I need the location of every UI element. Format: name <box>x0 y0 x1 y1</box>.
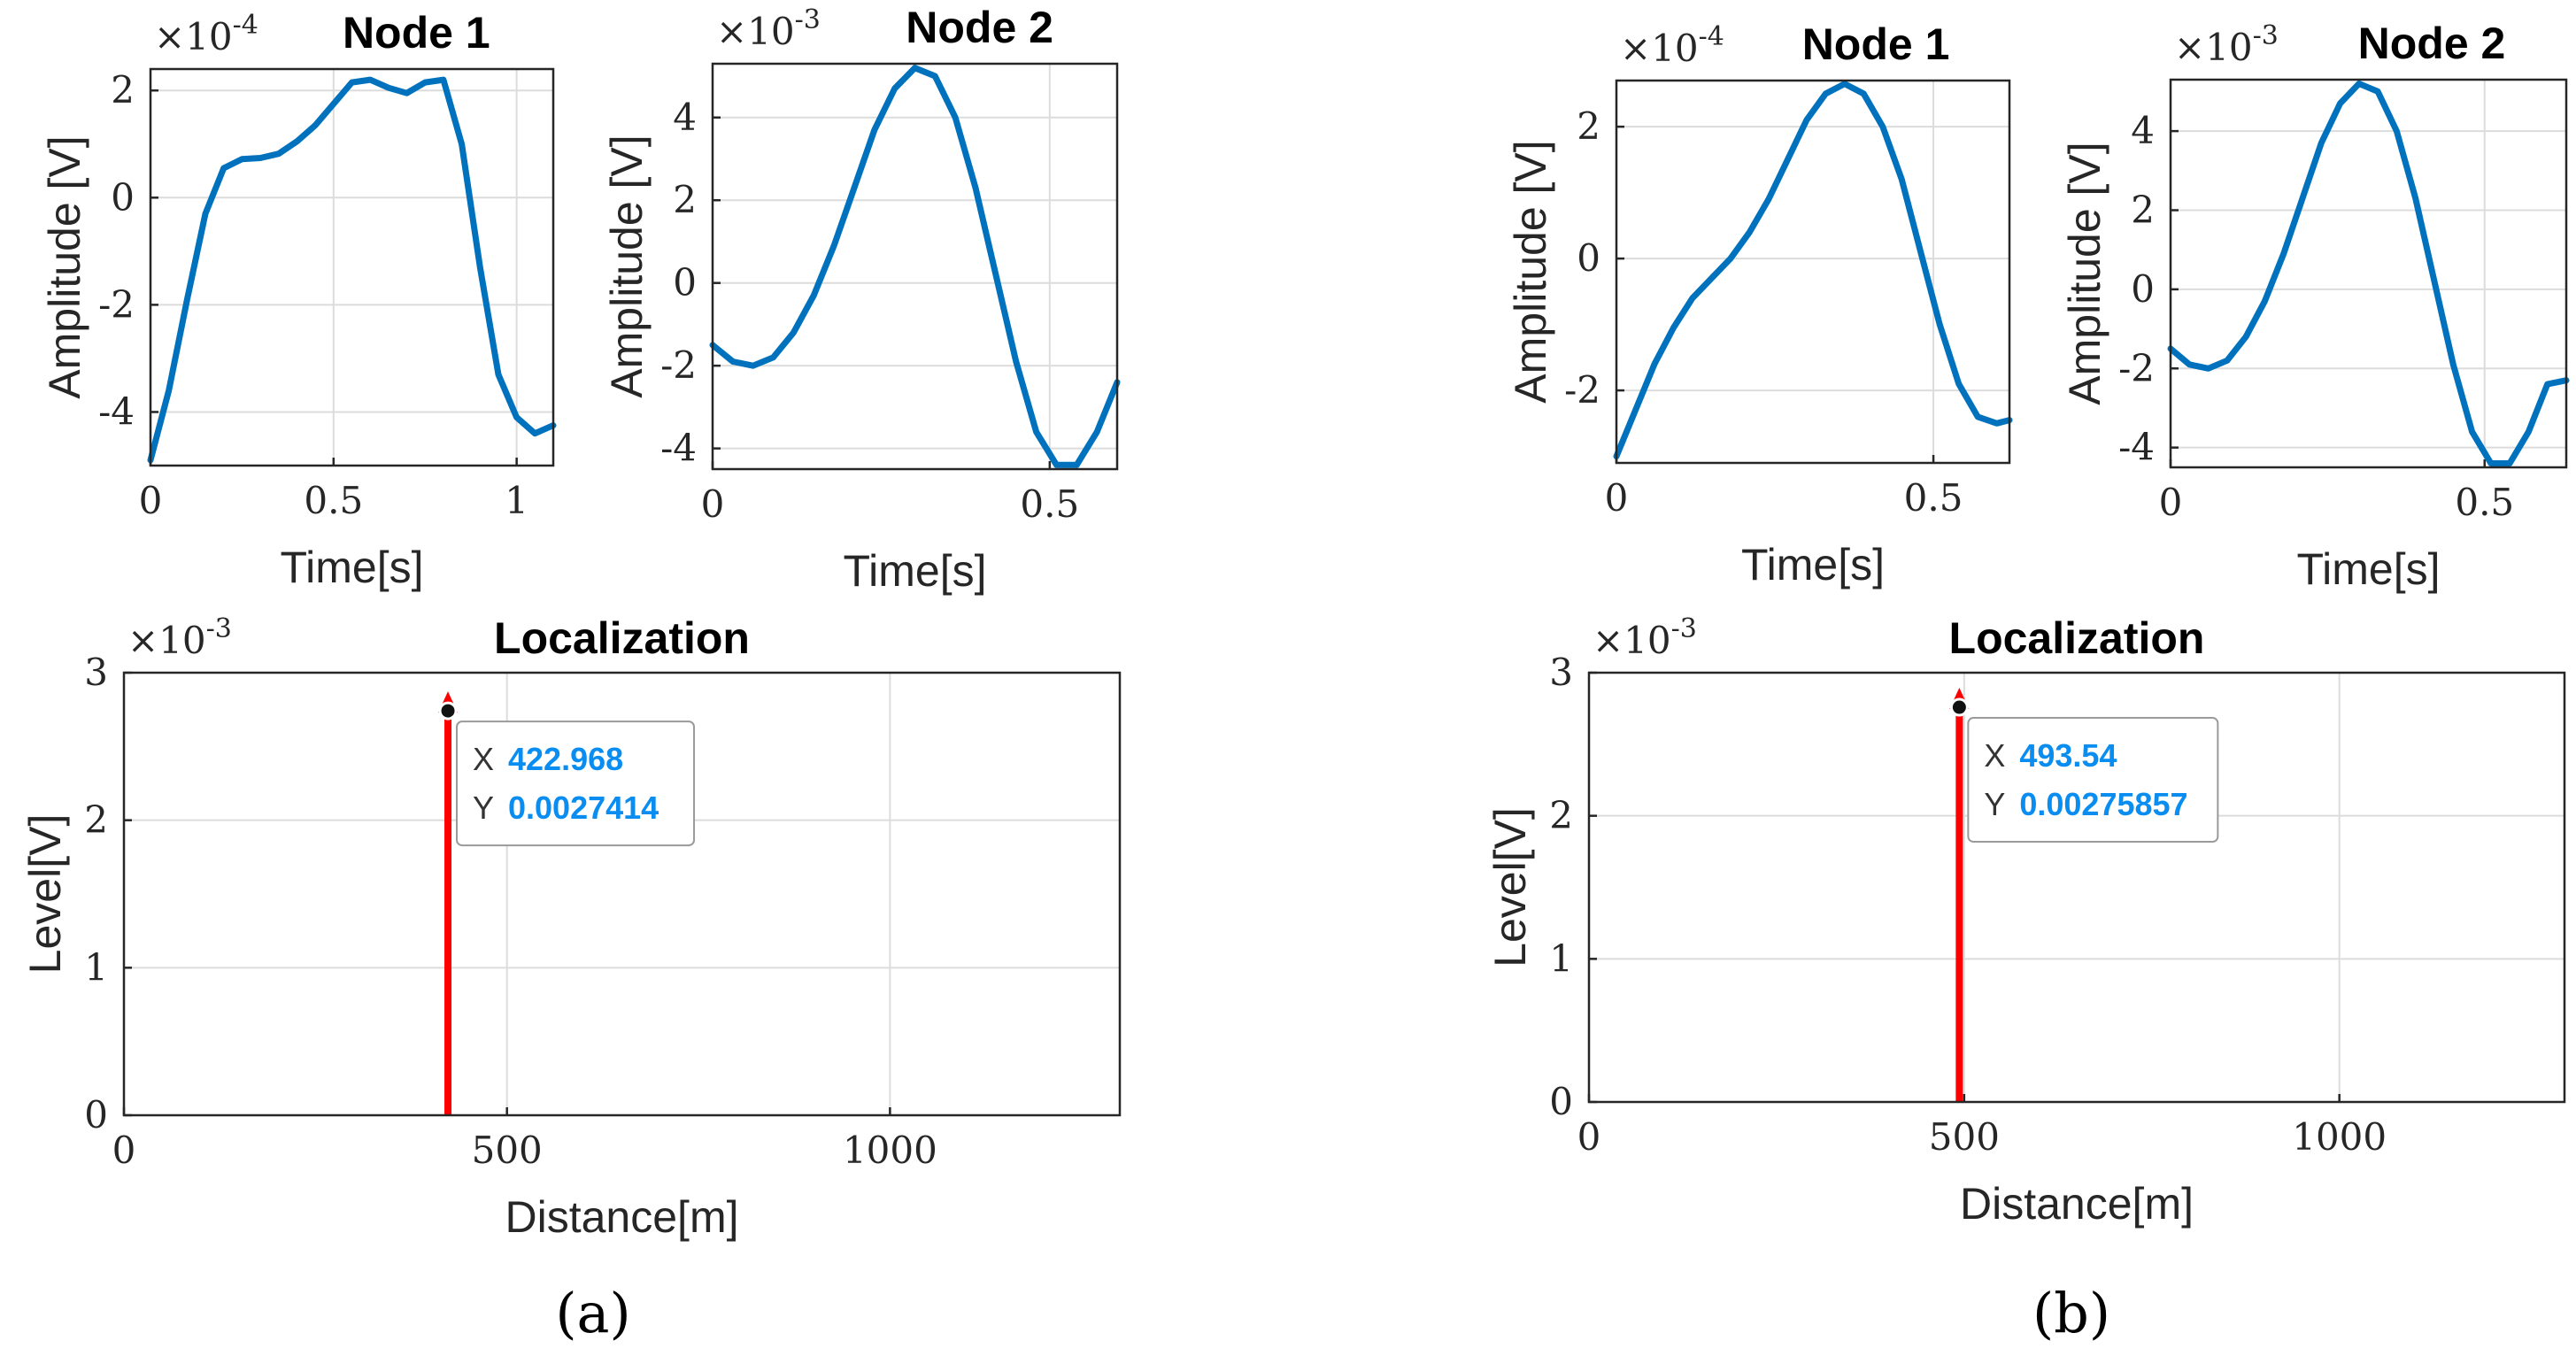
panel-label-a: (a) <box>555 1281 630 1345</box>
a-node2-axes-box <box>711 62 1119 471</box>
a-node2-ytick-label: 0 <box>673 261 697 304</box>
a-loc-datatip-box <box>456 720 696 847</box>
b-node1-ytick-label: 0 <box>1577 236 1600 280</box>
b-node2-ytick-label: 2 <box>2131 188 2155 231</box>
a-node2-xlabel: Time[s] <box>843 546 986 596</box>
b-loc-datatip-y-value: 0.00275857 <box>2019 786 2187 822</box>
b-node2-ytick-label: -2 <box>2118 346 2155 389</box>
b-loc-datatip-y-key: Y <box>1984 786 2005 822</box>
b-node1-ytick-label: -2 <box>1564 368 1600 412</box>
a-loc-title: Localization <box>494 613 750 663</box>
panel-label-b: (b) <box>2032 1281 2110 1345</box>
b-loc-ytick-label: 1 <box>1549 936 1573 980</box>
a-node1-title: Node 1 <box>343 8 490 58</box>
a-node1-chart: 0 0.5 1 -4 -2 0 2 ×10-4 Node 1 Time[s] Amplitude [… <box>40 8 557 592</box>
b-node1-axes-box <box>1615 79 2011 465</box>
a-node2-chart: 0 0.5 -4 -2 0 2 4 ×10-3 Node 2 Time[s] Amplitude [… <box>602 3 1121 596</box>
a-node2-ytick-label: 2 <box>673 178 697 221</box>
a-loc-ytick-label: 0 <box>84 1093 108 1136</box>
b-loc-datatip-box <box>1967 717 2219 844</box>
a-loc-ytick-label: 3 <box>84 651 108 694</box>
b-node1-xlabel: Time[s] <box>1741 540 1885 589</box>
b-loc-axes-box <box>1587 671 2566 1104</box>
a-loc-xtick-label: 1000 <box>843 1129 937 1172</box>
a-node2-exponent-label: ×10-3 <box>716 4 821 53</box>
b-node2-xtick-label: 0 <box>2159 481 2183 524</box>
b-node2-exponent-label: ×10-3 <box>2174 20 2279 69</box>
b-loc-ylabel: Level[V] <box>1485 807 1535 967</box>
a-loc-ylabel: Level[V] <box>20 814 70 975</box>
a-node1-xtick-label: 0 <box>139 479 163 522</box>
a-node2-xtick-label: 0.5 <box>1020 482 1079 526</box>
a-node2-series-line <box>709 65 1121 468</box>
b-node2-xtick-label: 0.5 <box>2455 481 2514 524</box>
b-node1-series-line <box>1613 81 2013 460</box>
a-loc-xtick-label: 0 <box>112 1129 136 1172</box>
a-loc-ytick-label: 2 <box>84 798 108 842</box>
a-loc-datatip-y-key: Y <box>473 790 494 826</box>
b-node2-title: Node 2 <box>2358 19 2506 68</box>
a-node2-ytick-label: -4 <box>660 427 697 470</box>
a-node1-ytick-label: -2 <box>98 282 135 326</box>
a-loc-axes-box <box>122 671 1122 1117</box>
a-node1-ytick-label: 2 <box>111 68 135 112</box>
a-node1-axes-box <box>149 67 555 467</box>
b-loc-xtick-label: 0 <box>1577 1115 1601 1159</box>
b-node2-ytick-label: 4 <box>2131 109 2155 152</box>
a-loc-datatip-point <box>438 701 458 720</box>
a-loc-datatip-y-value: 0.0027414 <box>508 790 659 826</box>
b-loc-ytick-label: 0 <box>1549 1080 1573 1123</box>
b-node2-axes-box <box>2169 78 2568 469</box>
a-loc-ytick-label: 1 <box>84 945 108 989</box>
a-loc-chart: 0 500 1000 0 1 2 3 X 422.968 Y 0.0027414 ×10-3 Local… <box>20 613 1122 1242</box>
b-loc-xlabel: Distance[m] <box>1960 1179 2194 1229</box>
a-node2-xtick-label: 0 <box>701 482 725 526</box>
b-node2-ytick-label: -4 <box>2118 426 2155 469</box>
a-loc-datatip-x-value: 422.968 <box>508 741 623 777</box>
a-node1-ytick-label: 0 <box>111 175 135 219</box>
a-loc-xlabel: Distance[m] <box>505 1192 739 1242</box>
b-node2-xlabel: Time[s] <box>2296 544 2440 594</box>
b-node2-ytick-label: 0 <box>2131 267 2155 311</box>
b-loc-ytick-label: 2 <box>1549 794 1573 837</box>
b-node2-ylabel: Amplitude [V] <box>2060 142 2109 404</box>
b-node1-ylabel: Amplitude [V] <box>1506 140 1555 403</box>
a-loc-datatip-x-key: X <box>473 741 494 777</box>
b-loc-datatip-x-value: 493.54 <box>2019 737 2117 774</box>
b-loc-exponent-label: ×10-3 <box>1593 613 1697 662</box>
b-loc-datatip-x-key: X <box>1984 737 2005 774</box>
b-node1-exponent-label: ×10-4 <box>1620 21 1724 70</box>
a-loc-xtick-label: 500 <box>472 1129 543 1172</box>
a-node1-ylabel: Amplitude [V] <box>40 135 89 398</box>
b-loc-ytick-label: 3 <box>1549 651 1573 694</box>
a-node1-xlabel: Time[s] <box>280 543 423 592</box>
b-loc-xtick-label: 500 <box>1929 1115 2000 1159</box>
a-node2-ytick-label: -2 <box>660 343 697 387</box>
b-node2-chart: 0 0.5 -4 -2 0 2 4 ×10-3 Node 2 Time[s] Amplitude [… <box>2060 19 2570 594</box>
b-node1-title: Node 1 <box>1802 19 1950 69</box>
b-loc-xtick-label: 1000 <box>2292 1115 2387 1159</box>
b-loc-datatip-point <box>1949 697 1969 717</box>
a-node1-xtick-label: 1 <box>505 479 528 522</box>
a-node2-ylabel: Amplitude [V] <box>602 135 652 397</box>
a-node1-series-line <box>147 76 557 464</box>
b-loc-chart: 0 500 1000 0 1 2 3 X 493.54 Y 0.00275857 ×10-3 Local… <box>1485 613 2566 1229</box>
a-node2-ytick-label: 4 <box>673 96 697 139</box>
a-node2-title: Node 2 <box>906 3 1053 52</box>
b-node1-xtick-label: 0 <box>1605 476 1629 520</box>
b-node2-series-line <box>2167 81 2570 466</box>
a-node1-xtick-label: 0.5 <box>304 479 363 522</box>
a-node1-exponent-label: ×10-4 <box>154 10 258 58</box>
b-loc-title: Localization <box>1949 613 2205 663</box>
b-node1-ytick-label: 2 <box>1577 104 1600 148</box>
b-node1-chart: 0 0.5 -2 0 2 ×10-4 Node 1 Time[s] Amplitude [V] <box>1506 19 2013 589</box>
a-node1-ytick-label: -4 <box>98 389 135 433</box>
b-node1-xtick-label: 0.5 <box>1904 476 1963 520</box>
a-loc-exponent-label: ×10-3 <box>127 613 232 662</box>
